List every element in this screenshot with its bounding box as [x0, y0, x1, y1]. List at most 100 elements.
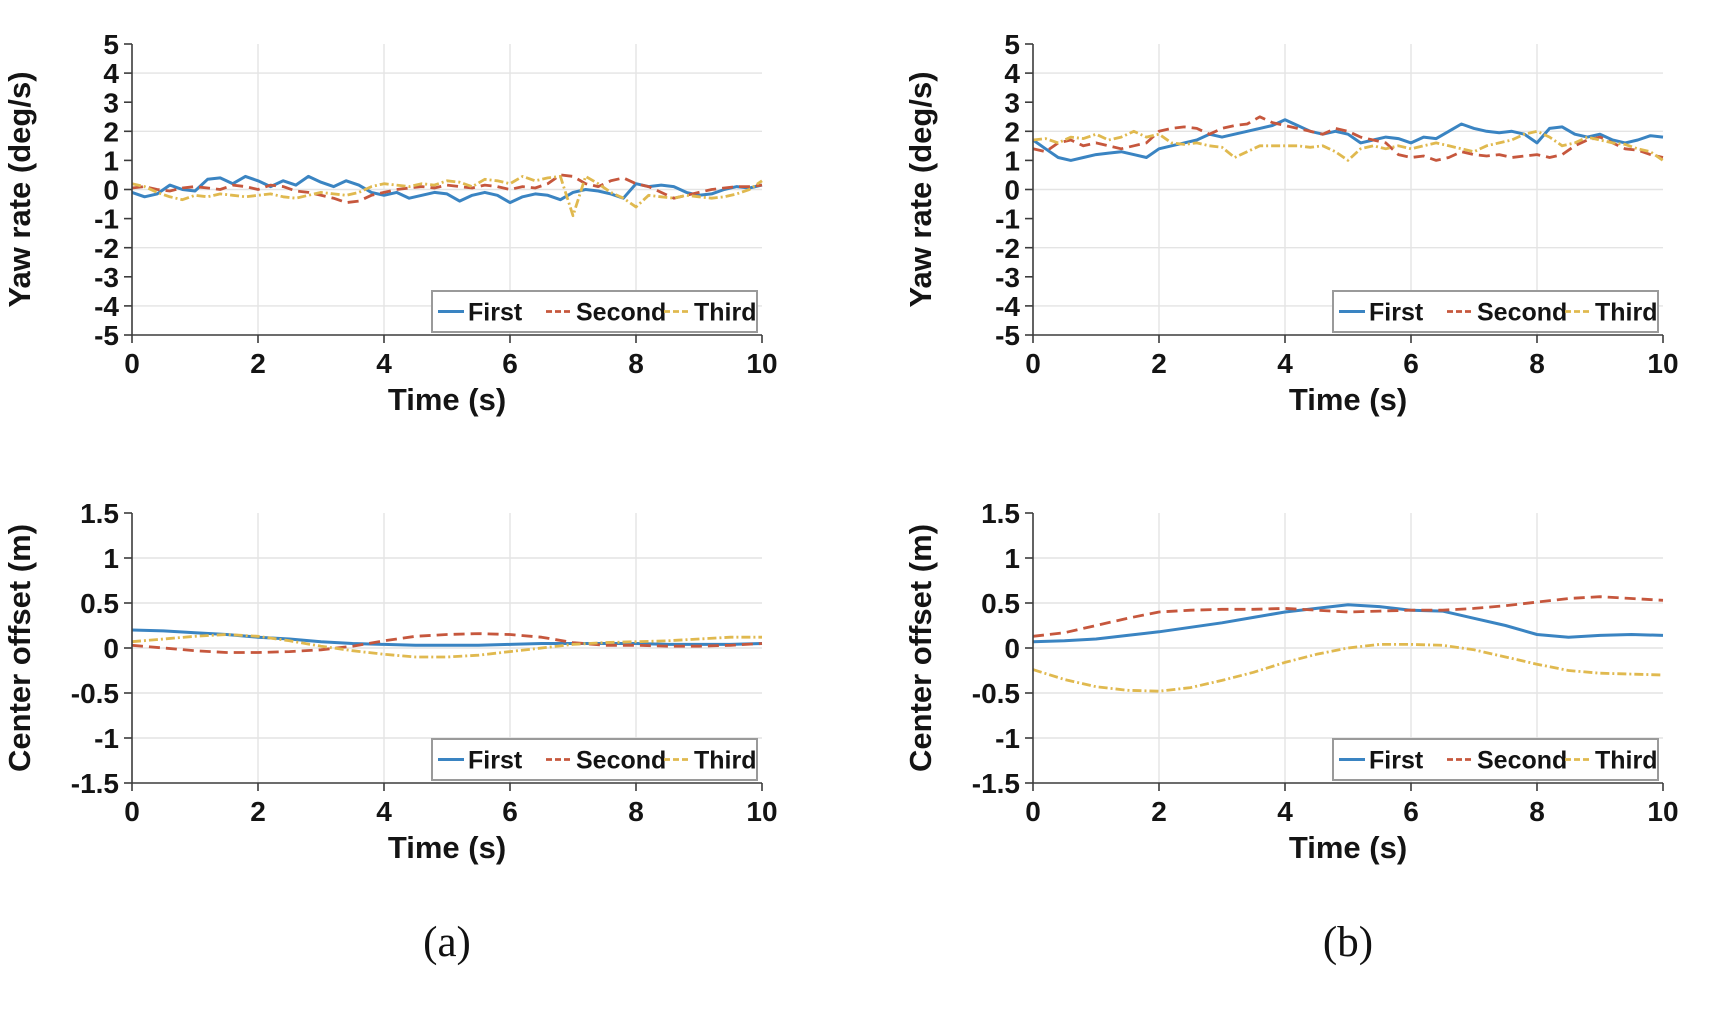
y-tick-label: -5 — [94, 320, 119, 351]
y-tick-label: 1 — [103, 145, 119, 176]
legend-box — [431, 290, 758, 333]
x-tick-label: 2 — [1151, 348, 1167, 379]
y-tick-label: 5 — [1004, 29, 1020, 60]
x-tick-label: 0 — [124, 796, 140, 827]
series-line-first — [1032, 118, 1664, 162]
y-tick-label: 0 — [103, 175, 119, 206]
y-tick-label: 5 — [103, 29, 119, 60]
y-tick-label: -0.5 — [972, 678, 1020, 709]
x-axis-label: Time (s) — [388, 382, 506, 417]
y-tick-label: 0.5 — [981, 588, 1020, 619]
y-tick-label: -1 — [94, 723, 119, 754]
x-axis-label: Time (s) — [1289, 382, 1407, 417]
legend-box — [1332, 738, 1659, 781]
x-tick-label: 4 — [376, 796, 392, 827]
legend-label-first: First — [1369, 747, 1424, 775]
legend-label-second: Second — [1477, 299, 1567, 327]
y-tick-label: 1 — [103, 543, 119, 574]
series-line-first — [1032, 603, 1664, 644]
y-tick-label: 2 — [1004, 116, 1020, 147]
x-tick-label: 4 — [1277, 348, 1293, 379]
y-axis-label: Yaw rate (deg/s) — [903, 71, 938, 307]
series-line-third — [1032, 129, 1664, 162]
y-tick-label: 0 — [1004, 633, 1020, 664]
x-tick-label: 0 — [124, 348, 140, 379]
legend-label-second: Second — [1477, 747, 1567, 775]
x-tick-label: 6 — [1403, 348, 1419, 379]
y-tick-label: 1 — [1004, 145, 1020, 176]
y-axis-label: Yaw rate (deg/s) — [2, 71, 37, 307]
series-line-second — [1032, 595, 1664, 638]
x-tick-label: 8 — [628, 796, 644, 827]
legend-label-third: Third — [694, 299, 757, 327]
y-tick-label: 0 — [103, 633, 119, 664]
series-line-second — [131, 173, 763, 205]
x-tick-label: 6 — [502, 796, 518, 827]
y-tick-label: -3 — [94, 262, 119, 293]
y-tick-label: -1 — [94, 204, 119, 235]
x-tick-label: 10 — [746, 348, 777, 379]
legend-box — [1332, 290, 1659, 333]
series-line-third — [131, 174, 763, 218]
subfigure-caption-a: (a) — [423, 919, 471, 966]
x-tick-label: 2 — [250, 796, 266, 827]
legend-box — [431, 738, 758, 781]
y-tick-label: -1 — [995, 723, 1020, 754]
y-axis-label: Center offset (m) — [903, 524, 938, 772]
y-tick-label: -5 — [995, 320, 1020, 351]
y-tick-label: 1 — [1004, 543, 1020, 574]
series-line-first — [131, 174, 763, 205]
legend-label-first: First — [468, 747, 523, 775]
y-tick-label: -0.5 — [71, 678, 119, 709]
x-tick-label: 10 — [1647, 348, 1678, 379]
x-tick-label: 4 — [376, 348, 392, 379]
y-tick-label: 4 — [103, 58, 119, 89]
x-tick-label: 6 — [1403, 796, 1419, 827]
y-tick-label: -4 — [995, 291, 1020, 322]
x-tick-label: 2 — [250, 348, 266, 379]
x-tick-label: 2 — [1151, 796, 1167, 827]
y-tick-label: 4 — [1004, 58, 1020, 89]
x-tick-label: 0 — [1025, 796, 1041, 827]
x-tick-label: 6 — [502, 348, 518, 379]
legend-label-second: Second — [576, 299, 666, 327]
y-tick-label: 0.5 — [80, 588, 119, 619]
x-tick-label: 8 — [1529, 796, 1545, 827]
x-tick-label: 4 — [1277, 796, 1293, 827]
y-tick-label: 1.5 — [80, 498, 119, 529]
series-line-second — [1032, 115, 1664, 162]
legend-label-third: Third — [1595, 299, 1658, 327]
x-tick-label: 10 — [1647, 796, 1678, 827]
y-tick-label: -4 — [94, 291, 119, 322]
y-tick-label: -1.5 — [972, 768, 1020, 799]
y-tick-label: 3 — [1004, 87, 1020, 118]
y-tick-label: -2 — [94, 233, 119, 264]
subfigure-caption-b: (b) — [1322, 919, 1374, 966]
series-line-first — [131, 628, 763, 647]
x-axis-label: Time (s) — [1289, 830, 1407, 865]
legend-label-first: First — [468, 299, 523, 327]
x-tick-label: 0 — [1025, 348, 1041, 379]
x-axis-label: Time (s) — [388, 830, 506, 865]
series-line-third — [131, 633, 762, 659]
series-line-second — [131, 632, 763, 654]
y-tick-label: -1.5 — [71, 768, 119, 799]
y-tick-label: 2 — [103, 116, 119, 147]
x-tick-label: 8 — [1529, 348, 1545, 379]
legend-label-second: Second — [576, 747, 666, 775]
y-tick-label: -2 — [995, 233, 1020, 264]
x-tick-label: 10 — [746, 796, 777, 827]
y-axis-label: Center offset (m) — [2, 524, 37, 772]
legend-label-first: First — [1369, 299, 1424, 327]
y-tick-label: 3 — [103, 87, 119, 118]
y-tick-label: 1.5 — [981, 498, 1020, 529]
legend-label-third: Third — [694, 747, 757, 775]
y-tick-label: -1 — [995, 204, 1020, 235]
legend-label-third: Third — [1595, 747, 1658, 775]
x-tick-label: 8 — [628, 348, 644, 379]
